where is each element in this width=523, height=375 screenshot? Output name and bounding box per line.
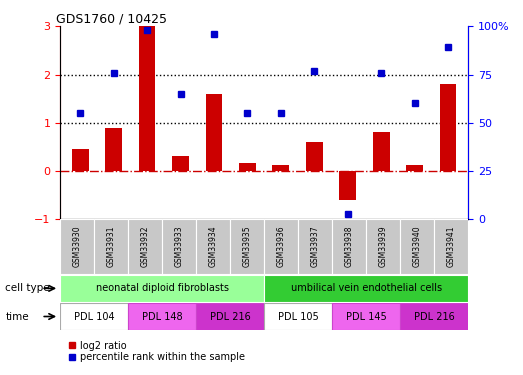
Text: PDL 148: PDL 148 bbox=[142, 312, 183, 321]
Bar bbox=[400, 219, 434, 274]
Bar bbox=[339, 171, 356, 200]
Bar bbox=[298, 219, 332, 274]
Text: umbilical vein endothelial cells: umbilical vein endothelial cells bbox=[291, 284, 441, 293]
Text: time: time bbox=[5, 312, 29, 321]
Text: GSM33940: GSM33940 bbox=[413, 226, 422, 267]
Bar bbox=[272, 165, 289, 171]
Text: GSM33936: GSM33936 bbox=[277, 226, 286, 267]
Bar bbox=[366, 219, 400, 274]
Text: GSM33937: GSM33937 bbox=[311, 226, 320, 267]
Legend: log2 ratio, percentile rank within the sample: log2 ratio, percentile rank within the s… bbox=[65, 337, 248, 366]
Text: PDL 145: PDL 145 bbox=[346, 312, 386, 321]
Bar bbox=[60, 275, 264, 302]
Text: GDS1760 / 10425: GDS1760 / 10425 bbox=[56, 12, 167, 25]
Bar bbox=[60, 219, 94, 274]
Text: GSM33933: GSM33933 bbox=[175, 226, 184, 267]
Bar bbox=[196, 219, 230, 274]
Bar bbox=[306, 142, 323, 171]
Text: cell type: cell type bbox=[5, 284, 50, 293]
Bar bbox=[105, 128, 122, 171]
Text: PDL 105: PDL 105 bbox=[278, 312, 319, 321]
Bar bbox=[400, 303, 468, 330]
Bar bbox=[230, 219, 264, 274]
Bar bbox=[139, 26, 155, 171]
Bar bbox=[60, 303, 128, 330]
Bar bbox=[162, 219, 196, 274]
Text: PDL 216: PDL 216 bbox=[210, 312, 251, 321]
Text: GSM33941: GSM33941 bbox=[447, 226, 456, 267]
Bar bbox=[264, 303, 332, 330]
Bar bbox=[332, 303, 400, 330]
Bar bbox=[206, 94, 222, 171]
Bar bbox=[94, 219, 128, 274]
Bar bbox=[196, 303, 264, 330]
Bar bbox=[128, 219, 162, 274]
Text: PDL 216: PDL 216 bbox=[414, 312, 454, 321]
Bar bbox=[128, 303, 196, 330]
Bar bbox=[72, 149, 88, 171]
Text: GSM33938: GSM33938 bbox=[345, 226, 354, 267]
Bar bbox=[264, 219, 298, 274]
Text: neonatal diploid fibroblasts: neonatal diploid fibroblasts bbox=[96, 284, 229, 293]
Text: GSM33932: GSM33932 bbox=[141, 226, 150, 267]
Text: GSM33931: GSM33931 bbox=[107, 226, 116, 267]
Bar bbox=[332, 219, 366, 274]
Bar bbox=[440, 84, 457, 171]
Bar bbox=[434, 219, 468, 274]
Bar bbox=[406, 165, 423, 171]
Bar bbox=[172, 156, 189, 171]
Text: GSM33934: GSM33934 bbox=[209, 226, 218, 267]
Text: PDL 104: PDL 104 bbox=[74, 312, 115, 321]
Text: GSM33935: GSM33935 bbox=[243, 226, 252, 267]
Bar bbox=[239, 163, 256, 171]
Bar bbox=[264, 275, 468, 302]
Text: GSM33930: GSM33930 bbox=[73, 226, 82, 267]
Text: GSM33939: GSM33939 bbox=[379, 226, 388, 267]
Bar bbox=[373, 132, 390, 171]
